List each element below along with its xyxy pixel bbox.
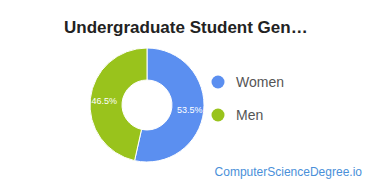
source: ComputerScienceDegree.io [215,165,363,179]
data-label: 46.5% [91,96,117,106]
title: Undergraduate Student Gen… [64,18,308,37]
legend-label: Women [236,74,284,90]
legend-label: Men [236,107,263,123]
legend-swatch [212,109,225,122]
data-label: 53.5% [177,105,203,115]
slice [90,48,147,161]
chart: Undergraduate Student Gen… 53.5% 46.5% Wome… [0,0,370,185]
legend-swatch [212,76,225,89]
